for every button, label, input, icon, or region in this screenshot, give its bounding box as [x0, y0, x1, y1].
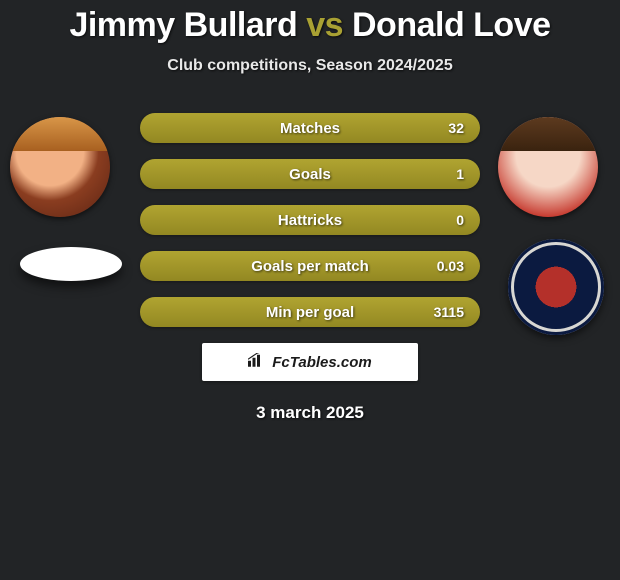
- stat-label: Goals: [289, 166, 331, 183]
- bar-chart-icon: [248, 353, 266, 371]
- stat-label: Goals per match: [251, 258, 369, 275]
- page-title: Jimmy Bullard vs Donald Love: [0, 6, 620, 45]
- title-vs: vs: [306, 6, 343, 44]
- comparison-date: 3 march 2025: [0, 403, 620, 423]
- club2-badge: [508, 239, 604, 335]
- stat-bars: Matches 32 Goals 1 Hattricks 0 Goals per…: [140, 99, 480, 327]
- stat-value: 0.03: [437, 258, 464, 274]
- watermark: FcTables.com: [202, 343, 418, 381]
- stat-row: Matches 32: [140, 113, 480, 143]
- stat-row: Hattricks 0: [140, 205, 480, 235]
- title-player2: Donald Love: [352, 6, 551, 44]
- title-player1: Jimmy Bullard: [69, 6, 297, 44]
- player1-avatar: [10, 117, 110, 217]
- watermark-text: FcTables.com: [272, 354, 371, 371]
- stat-value: 0: [456, 212, 464, 228]
- club1-badge: [20, 247, 122, 281]
- stat-value: 3115: [434, 304, 464, 320]
- stat-row: Goals 1: [140, 159, 480, 189]
- stat-label: Min per goal: [266, 304, 354, 321]
- stat-row: Goals per match 0.03: [140, 251, 480, 281]
- player2-avatar: [498, 117, 598, 217]
- stat-label: Hattricks: [278, 212, 342, 229]
- stat-row: Min per goal 3115: [140, 297, 480, 327]
- comparison-card: Jimmy Bullard vs Donald Love Club compet…: [0, 0, 620, 423]
- stat-value: 32: [448, 120, 464, 136]
- stat-label: Matches: [280, 120, 340, 137]
- subtitle: Club competitions, Season 2024/2025: [0, 57, 620, 75]
- comparison-body: Matches 32 Goals 1 Hattricks 0 Goals per…: [0, 99, 620, 423]
- stat-value: 1: [456, 166, 464, 182]
